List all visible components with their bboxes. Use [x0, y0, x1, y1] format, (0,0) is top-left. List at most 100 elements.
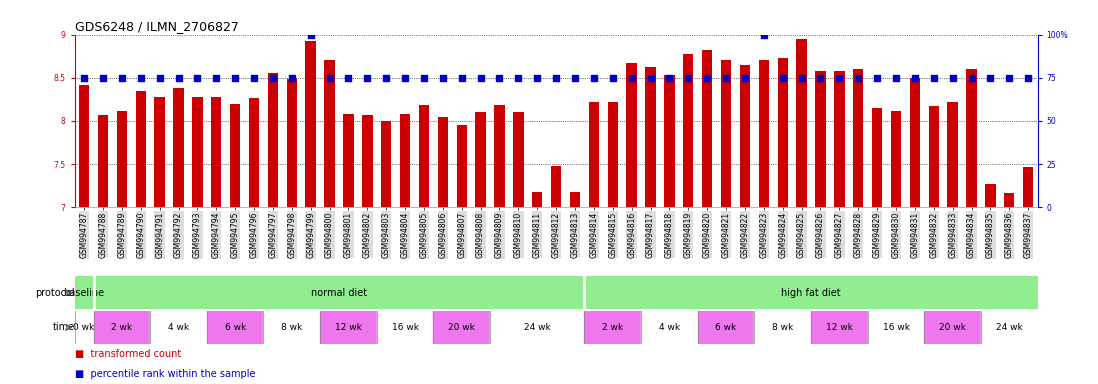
- Bar: [948, 102, 957, 207]
- Bar: [513, 113, 524, 207]
- Bar: [702, 50, 713, 207]
- Point: [94, 75, 112, 81]
- Bar: [268, 73, 278, 207]
- Bar: [759, 61, 769, 207]
- Text: 0 wk: 0 wk: [74, 323, 94, 332]
- Bar: [93, 311, 150, 344]
- Bar: [641, 311, 697, 344]
- Text: 16 wk: 16 wk: [392, 323, 418, 332]
- Bar: [75, 311, 93, 344]
- Bar: [811, 311, 867, 344]
- Text: time: time: [53, 322, 75, 333]
- Bar: [570, 192, 580, 207]
- Bar: [551, 166, 561, 207]
- Point: [698, 75, 716, 81]
- Bar: [150, 311, 206, 344]
- Bar: [533, 192, 542, 207]
- Bar: [985, 184, 996, 207]
- Text: 24 wk: 24 wk: [524, 323, 550, 332]
- Point: [869, 75, 886, 81]
- Point: [359, 75, 377, 81]
- Bar: [740, 65, 750, 207]
- Bar: [135, 91, 146, 207]
- Point: [509, 75, 527, 81]
- Point: [774, 75, 792, 81]
- Bar: [754, 311, 811, 344]
- Bar: [909, 78, 920, 207]
- Bar: [853, 69, 863, 207]
- Point: [472, 75, 490, 81]
- Text: GDS6248 / ILMN_2706827: GDS6248 / ILMN_2706827: [75, 20, 238, 33]
- Point: [76, 75, 93, 81]
- Point: [415, 75, 433, 81]
- Point: [906, 75, 923, 81]
- Text: 4 wk: 4 wk: [659, 323, 680, 332]
- Text: normal diet: normal diet: [311, 288, 367, 298]
- Bar: [93, 276, 584, 309]
- Bar: [872, 108, 883, 207]
- Point: [339, 75, 357, 81]
- Bar: [721, 61, 731, 207]
- Bar: [589, 102, 600, 207]
- Text: 6 wk: 6 wk: [716, 323, 737, 332]
- Point: [453, 75, 471, 81]
- Bar: [264, 311, 321, 344]
- Point: [661, 75, 679, 81]
- Bar: [796, 39, 807, 207]
- Point: [283, 75, 301, 81]
- Bar: [683, 54, 694, 207]
- Bar: [494, 106, 505, 207]
- Text: ■  transformed count: ■ transformed count: [75, 349, 181, 359]
- Point: [302, 31, 320, 38]
- Bar: [155, 97, 165, 207]
- Bar: [1023, 167, 1033, 207]
- Text: 8 wk: 8 wk: [772, 323, 794, 332]
- Point: [265, 75, 282, 81]
- Bar: [816, 71, 826, 207]
- Point: [113, 75, 131, 81]
- Text: 24 wk: 24 wk: [996, 323, 1022, 332]
- Bar: [79, 85, 89, 207]
- Bar: [321, 311, 377, 344]
- Point: [1019, 75, 1037, 81]
- Point: [567, 75, 584, 81]
- Bar: [457, 125, 467, 207]
- Bar: [584, 311, 641, 344]
- Text: ■  percentile rank within the sample: ■ percentile rank within the sample: [75, 369, 255, 379]
- Text: 4 wk: 4 wk: [168, 323, 189, 332]
- Bar: [418, 106, 429, 207]
- Text: 20 wk: 20 wk: [448, 323, 475, 332]
- Bar: [344, 114, 354, 207]
- Bar: [607, 102, 618, 207]
- Point: [830, 75, 848, 81]
- Bar: [116, 111, 127, 207]
- Bar: [867, 311, 925, 344]
- Bar: [381, 121, 391, 207]
- Point: [585, 75, 603, 81]
- Point: [641, 75, 659, 81]
- Bar: [98, 115, 109, 207]
- Point: [887, 75, 905, 81]
- Point: [963, 75, 981, 81]
- Point: [811, 75, 829, 81]
- Text: 6 wk: 6 wk: [224, 323, 246, 332]
- Point: [170, 75, 188, 81]
- Bar: [646, 66, 656, 207]
- Bar: [211, 97, 222, 207]
- Bar: [324, 61, 335, 207]
- Bar: [890, 111, 901, 207]
- Point: [736, 75, 753, 81]
- Point: [944, 75, 962, 81]
- Bar: [981, 311, 1038, 344]
- Point: [925, 75, 942, 81]
- Bar: [475, 113, 485, 207]
- Bar: [173, 88, 183, 207]
- Point: [755, 31, 773, 38]
- Text: baseline: baseline: [64, 288, 104, 298]
- Bar: [75, 276, 93, 309]
- Text: 2 wk: 2 wk: [111, 323, 133, 332]
- Text: 12 wk: 12 wk: [826, 323, 853, 332]
- Point: [548, 75, 565, 81]
- Text: 16 wk: 16 wk: [883, 323, 909, 332]
- Point: [982, 75, 999, 81]
